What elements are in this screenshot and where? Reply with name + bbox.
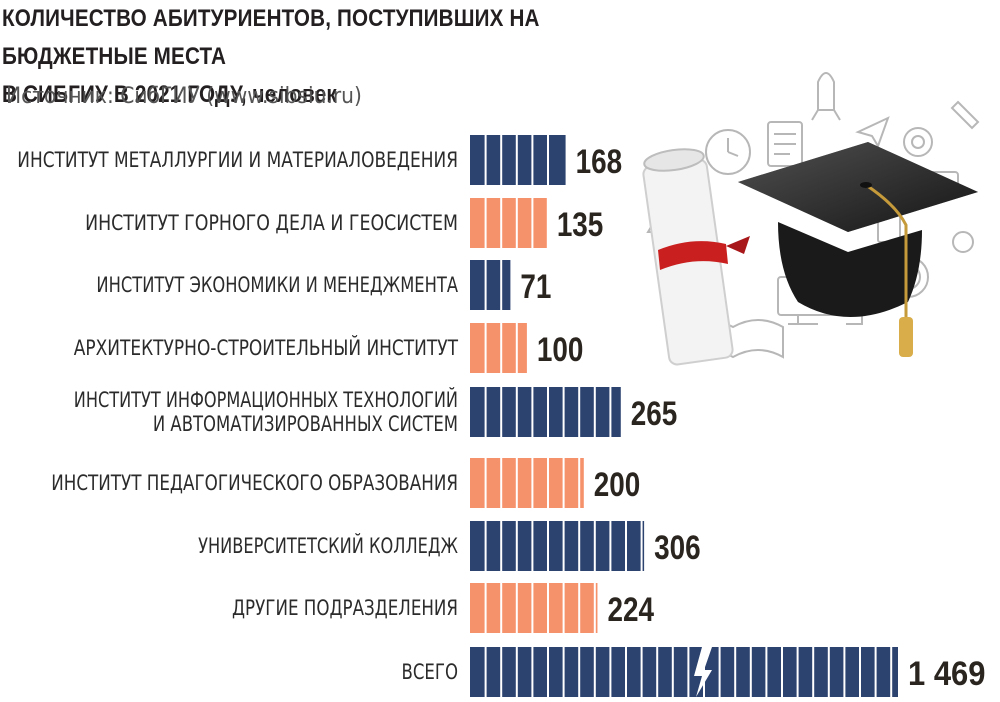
bar [470,387,621,437]
source-note: Источник: СибГИУ (www.sibsiu.ru) [6,84,362,109]
value-label: 224 [607,591,654,629]
bar [470,260,511,310]
category-label: ИНСТИТУТ ПЕДАГОГИЧЕСКОГО ОБРАЗОВАНИЯ [51,471,458,495]
bar-group [470,387,621,437]
bar-group [470,647,898,697]
category-label: АРХИТЕКТУРНО-СТРОИТЕЛЬНЫЙ ИНСТИТУТ [74,335,459,360]
category-label: УНИВЕРСИТЕТСКИЙ КОЛЛЕДЖ [198,533,458,558]
bar [470,198,547,248]
bar [470,521,645,571]
bar-group [470,458,584,508]
value-label: 200 [594,466,641,504]
bar-group [470,198,547,248]
category-label: ИНСТИТУТ ИНФОРМАЦИОННЫХ ТЕХНОЛОГИЙ [74,387,458,412]
value-label: 306 [654,529,701,567]
bar-group [470,260,511,310]
value-label: 71 [520,268,551,306]
value-label: 135 [557,206,604,244]
value-label: 1 469 [908,655,986,693]
value-label: 265 [631,395,678,433]
title-line-2-text: В СИБГИУ В 2021 ГОДУ, [2,81,247,108]
value-label: 100 [537,331,584,369]
axis-break-mark [694,647,712,697]
value-label: 168 [576,143,623,181]
category-label: И АВТОМАТИЗИРОВАННЫХ СИСТЕМ [153,412,458,436]
bar-group [470,521,645,571]
bar-group [470,583,598,633]
category-label: ВСЕГО [402,660,459,684]
title-line-1: КОЛИЧЕСТВО АБИТУРИЕНТОВ, ПОСТУПИВШИХ НА … [2,5,540,70]
bar [470,323,527,373]
bar [470,647,898,697]
category-label: ИНСТИТУТ МЕТАЛЛУРГИИ И МАТЕРИАЛОВЕДЕНИЯ [17,148,458,172]
category-label: ДРУГИЕ ПОДРАЗДЕЛЕНИЯ [232,596,458,620]
graduation-cap-illustration [642,72,980,366]
bar [470,583,598,633]
category-label: ИНСТИТУТ ЭКОНОМИКИ И МЕНЕДЖМЕНТА [96,273,458,297]
title-unit: человек [252,81,337,108]
chart-title: КОЛИЧЕСТВО АБИТУРИЕНТОВ, ПОСТУПИВШИХ НА … [2,0,656,114]
bar-group [470,323,527,373]
category-label: ИНСТИТУТ ГОРНОГО ДЕЛА И ГЕОСИСТЕМ [85,211,458,235]
title-line-2: В СИБГИУ В 2021 ГОДУ, человек [2,76,656,114]
bar-group [470,135,566,185]
bar [470,458,584,508]
